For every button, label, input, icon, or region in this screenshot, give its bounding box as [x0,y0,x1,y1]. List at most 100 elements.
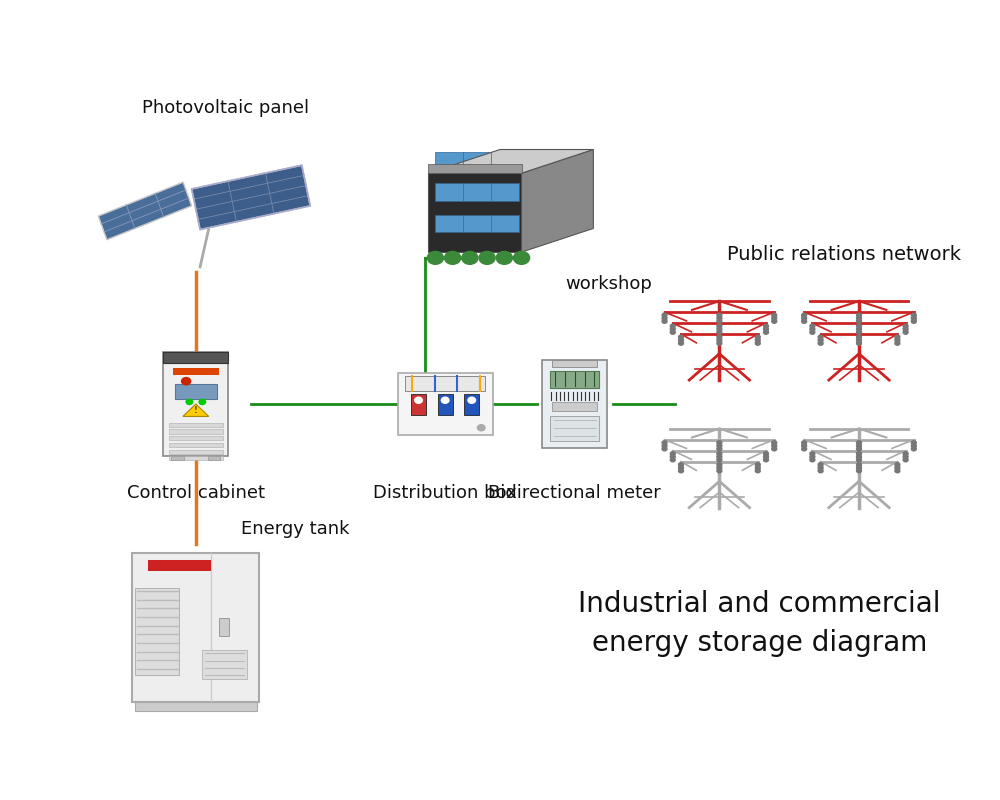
Circle shape [857,324,861,328]
Bar [435,183,519,201]
Circle shape [717,469,722,473]
Circle shape [903,452,908,456]
Circle shape [895,469,900,473]
Circle shape [764,454,768,458]
Bar [435,215,519,232]
Text: !: ! [194,406,198,414]
Circle shape [772,319,777,323]
Circle shape [857,452,861,456]
Circle shape [717,338,722,342]
Circle shape [802,447,807,451]
Circle shape [810,452,815,456]
Circle shape [772,441,777,445]
Polygon shape [428,150,593,173]
Circle shape [810,327,815,331]
Text: Photovoltaic panel: Photovoltaic panel [142,99,309,117]
Circle shape [186,399,193,405]
Polygon shape [428,173,522,252]
Circle shape [717,466,722,470]
Circle shape [857,338,861,342]
Bar [405,376,485,391]
Circle shape [717,330,722,334]
Circle shape [717,458,722,462]
Circle shape [764,330,768,334]
Circle shape [857,466,861,470]
Circle shape [911,314,916,317]
Bar [550,370,599,388]
Circle shape [670,327,675,331]
Circle shape [717,447,722,451]
Circle shape [895,335,900,339]
Circle shape [818,342,823,346]
Circle shape [670,458,675,462]
Circle shape [764,324,768,328]
Bar [542,360,607,448]
Circle shape [857,316,861,320]
Circle shape [679,335,683,339]
Circle shape [911,316,916,320]
Circle shape [479,251,495,264]
Polygon shape [98,182,192,240]
Circle shape [496,251,512,264]
Circle shape [895,466,900,470]
Circle shape [662,444,667,448]
Circle shape [895,462,900,466]
Text: Distribution box: Distribution box [373,484,517,502]
Circle shape [468,398,476,403]
Circle shape [802,314,807,317]
Circle shape [764,458,768,462]
Circle shape [477,425,485,430]
Text: workshop: workshop [565,275,652,294]
Circle shape [857,330,861,334]
Circle shape [513,251,530,264]
Circle shape [895,342,900,346]
Circle shape [911,447,916,451]
Bar [219,618,229,636]
Circle shape [670,452,675,456]
Circle shape [755,335,760,339]
Text: Bidirectional meter: Bidirectional meter [488,484,661,502]
Circle shape [903,458,908,462]
Bar [175,384,217,399]
Bar [208,456,220,460]
Circle shape [857,469,861,473]
Bar [464,394,479,415]
Bar [398,373,493,435]
Circle shape [903,324,908,328]
Circle shape [818,335,823,339]
Bar [173,368,219,375]
Bar [169,443,223,447]
Circle shape [857,458,861,462]
Bar [169,456,223,461]
Circle shape [755,466,760,470]
Circle shape [679,338,683,342]
Circle shape [662,447,667,451]
Circle shape [717,327,722,331]
Circle shape [857,462,861,466]
Polygon shape [522,150,593,252]
Circle shape [445,251,461,264]
Circle shape [810,454,815,458]
Circle shape [911,319,916,323]
Bar [435,152,519,170]
Bar [148,560,211,570]
Bar [163,352,228,362]
Text: Industrial and commercial
energy storage diagram: Industrial and commercial energy storage… [578,590,941,657]
Circle shape [903,327,908,331]
Circle shape [717,316,722,320]
Circle shape [441,398,449,403]
Circle shape [911,441,916,445]
Circle shape [415,398,422,403]
Circle shape [679,466,683,470]
Bar [411,394,426,415]
Circle shape [764,327,768,331]
Bar [169,430,223,434]
Circle shape [818,462,823,466]
Bar [169,422,223,426]
Circle shape [662,316,667,320]
Circle shape [755,469,760,473]
Bar [163,352,228,456]
Circle shape [857,327,861,331]
Circle shape [427,251,443,264]
Circle shape [717,454,722,458]
